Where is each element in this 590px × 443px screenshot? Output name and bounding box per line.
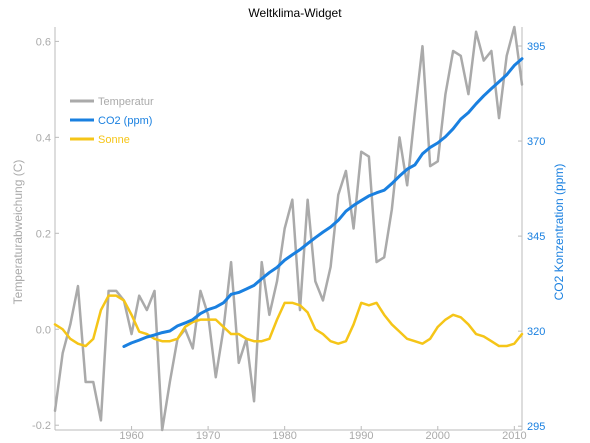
ticks: -0.2 0.0 0.2 0.4 0.6 295 320 345 370 395 1960 1970 1… [32,36,545,442]
y-tick-label: 0.4 [36,132,51,144]
legend: Temperatur CO2 (ppm) Sonne [70,96,154,146]
y-axis-label: Temperaturabweichung (C) [11,160,25,305]
y-tick-label: -0.2 [32,420,51,432]
y2-tick-label: 320 [527,326,545,338]
chart-title: Weltklima-Widget [248,6,342,20]
x-tick-label: 1970 [196,430,220,442]
legend-label-sonne: Sonne [98,134,130,146]
series-line-sonne [53,294,524,348]
y-tick-label: 0.0 [36,324,51,336]
y-tick-label: 0.6 [36,36,51,48]
x-tick-label: 1980 [272,430,296,442]
y2-tick-label: 395 [527,41,545,53]
axes [54,27,523,431]
x-tick-label: 1990 [349,430,373,442]
series-lines [53,25,524,432]
y2-tick-label: 295 [527,421,545,433]
y2-axis-label: CO2 Konzentration (ppm) [552,164,566,301]
x-tick-label: 2000 [426,430,450,442]
series-line-temperatur [53,25,524,432]
y2-tick-label: 345 [527,231,545,243]
x-tick-label: 2010 [502,430,526,442]
y-tick-label: 0.2 [36,228,51,240]
series-line-co2-ppm [122,57,524,348]
legend-label-co2: CO2 (ppm) [98,115,152,127]
y2-tick-label: 370 [527,136,545,148]
legend-label-temperatur: Temperatur [98,96,154,108]
x-tick-label: 1960 [119,430,143,442]
